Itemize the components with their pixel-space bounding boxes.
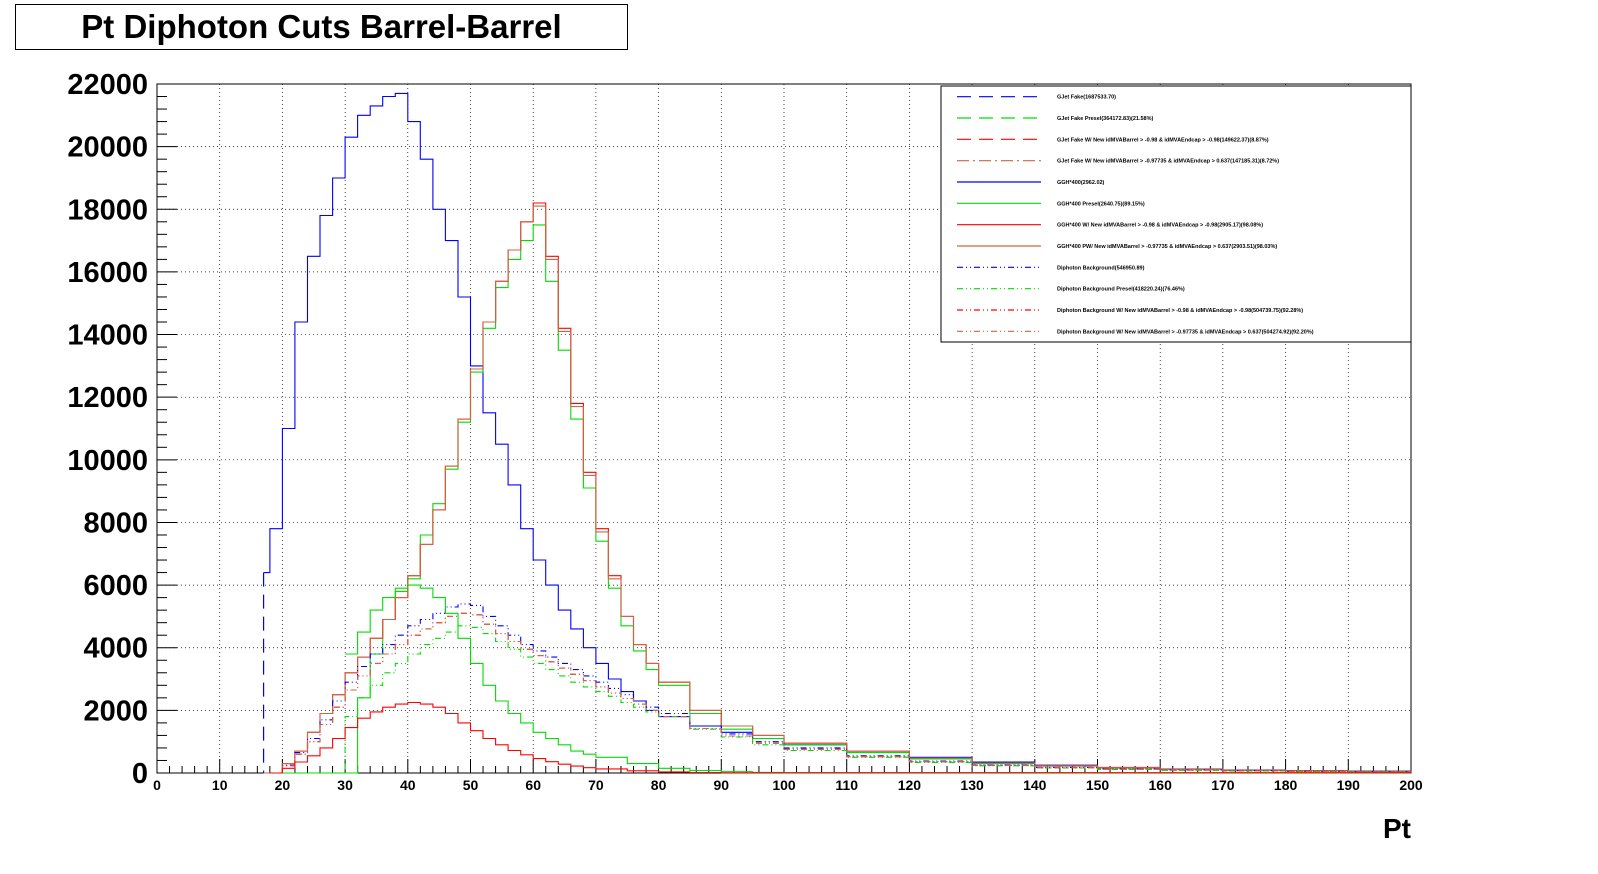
x-tick-label: 110 xyxy=(835,777,858,793)
x-tick-label: 50 xyxy=(463,777,479,793)
x-tick-label: 100 xyxy=(772,777,796,793)
legend-box xyxy=(940,85,1412,343)
legend-entry-label: GGH*400 PW/ New idMVABarrel > -0.97735 &… xyxy=(1057,244,1277,250)
chart-title-box: Pt Diphoton Cuts Barrel-Barrel xyxy=(15,4,628,50)
legend-entry-label: GGH*400(2962.02) xyxy=(1057,180,1105,186)
legend-entry-label: GJet Fake W/ New idMVABarrel > -0.97735 … xyxy=(1057,159,1279,165)
x-tick-label: 120 xyxy=(898,777,922,793)
y-tick-label: 0 xyxy=(132,758,148,790)
series-line xyxy=(263,205,1412,774)
series-group xyxy=(262,92,1412,774)
legend-entry-label: Diphoton Background Presel(418220.24)(76… xyxy=(1057,287,1185,293)
x-tick-label: 90 xyxy=(714,777,730,793)
legend-entry-label: GJet Fake W/ New idMVABarrel > -0.98 & i… xyxy=(1057,137,1269,143)
legend-entry-label: Diphoton Background(546950.89) xyxy=(1057,265,1145,271)
x-tick-label: 130 xyxy=(960,777,984,793)
y-tick-label: 22000 xyxy=(67,69,148,101)
y-tick-label: 10000 xyxy=(67,445,148,477)
series-line xyxy=(345,584,1411,774)
x-tick-label: 190 xyxy=(1337,777,1361,793)
legend-entry-label: GGH*400 Presel(2640.75)(89.15%) xyxy=(1057,201,1145,207)
chart-title: Pt Diphoton Cuts Barrel-Barrel xyxy=(81,8,562,45)
x-tick-label: 200 xyxy=(1399,777,1423,793)
y-tick-label: 18000 xyxy=(67,194,148,226)
y-tick-label: 4000 xyxy=(83,633,148,665)
series-line xyxy=(263,603,1412,774)
x-tick-label: 150 xyxy=(1086,777,1110,793)
legend-entry-label: GGH*400 W/ New idMVABarrel > -0.98 & idM… xyxy=(1057,223,1263,229)
y-tick-label: 12000 xyxy=(67,382,148,414)
x-tick-label: 170 xyxy=(1211,777,1235,793)
legend-entry-label: GJet Fake(1687533.70) xyxy=(1057,95,1116,101)
x-tick-label: 20 xyxy=(275,777,291,793)
y-tick-label: 6000 xyxy=(83,570,148,602)
legend-entry-label: Diphoton Background W/ New idMVABarrel >… xyxy=(1057,329,1314,335)
series-line xyxy=(269,701,1411,774)
x-tick-label: 80 xyxy=(651,777,667,793)
legend-entry-label: Diphoton Background W/ New idMVABarrel >… xyxy=(1057,308,1303,314)
x-tick-label: 10 xyxy=(212,777,228,793)
y-tick-label: 20000 xyxy=(67,132,148,164)
series-line xyxy=(263,92,1412,772)
y-tick-label: 2000 xyxy=(83,695,148,727)
series-line xyxy=(263,625,1412,774)
x-tick-label: 70 xyxy=(588,777,604,793)
x-axis-label: Pt xyxy=(1383,813,1411,844)
x-tick-label: 0 xyxy=(153,777,161,793)
x-tick-label: 160 xyxy=(1149,777,1173,793)
y-tick-label: 16000 xyxy=(67,257,148,289)
legend: GJet Fake(1687533.70) GJet Fake Presel(36… xyxy=(940,85,1412,343)
legend-entry-label: GJet Fake Presel(364172.83)(21.58%) xyxy=(1057,116,1153,122)
x-tick-label: 40 xyxy=(400,777,416,793)
series-line xyxy=(263,612,1412,774)
x-tick-label: 180 xyxy=(1274,777,1298,793)
x-tick-label: 60 xyxy=(525,777,541,793)
x-tick-label: 30 xyxy=(337,777,353,793)
y-tick-label: 14000 xyxy=(67,320,148,352)
x-tick-label: 140 xyxy=(1023,777,1047,793)
y-tick-label: 8000 xyxy=(83,507,148,539)
